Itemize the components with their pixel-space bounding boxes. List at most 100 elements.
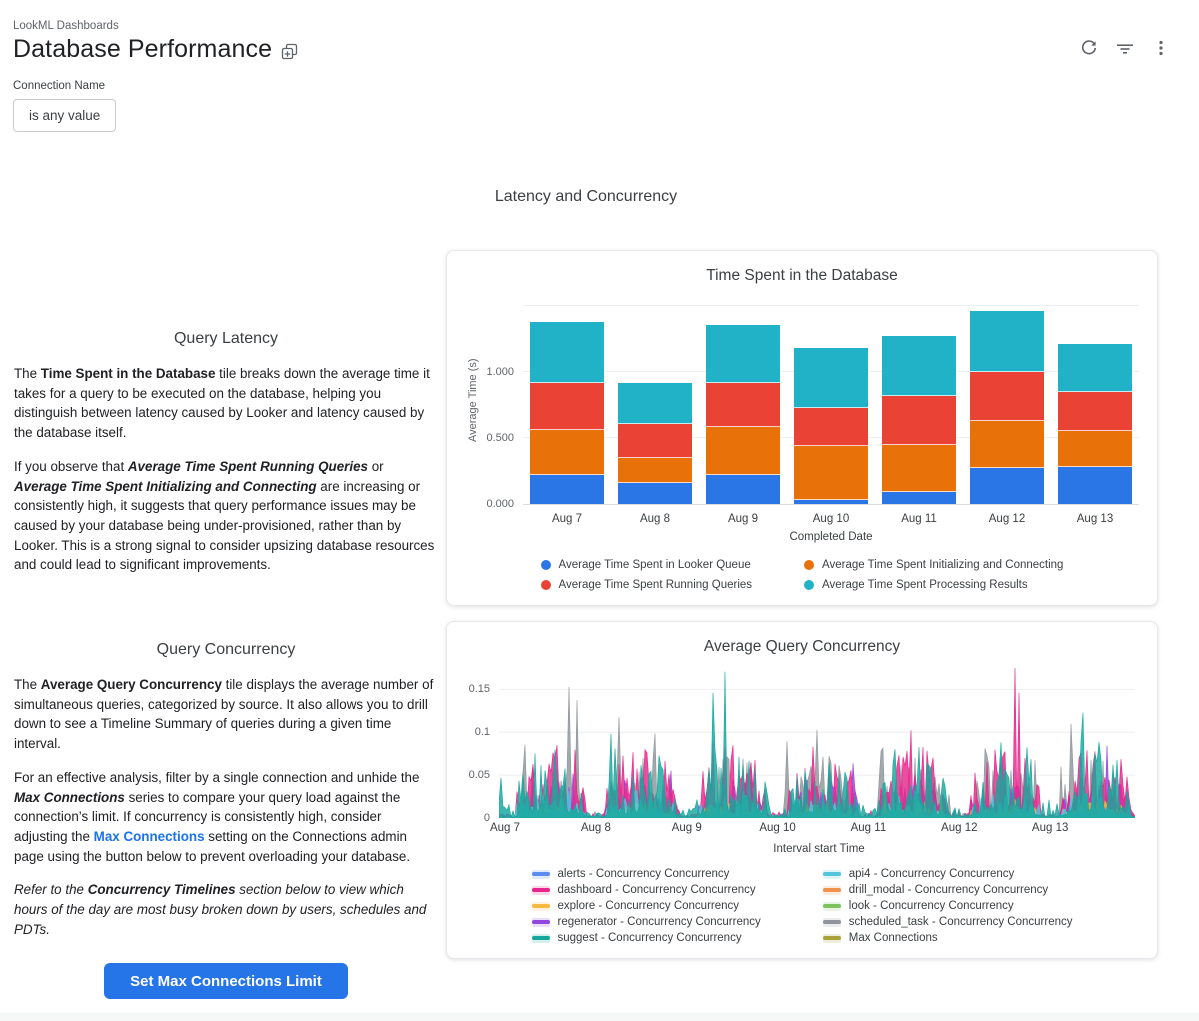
bar-segment[interactable] <box>706 474 780 504</box>
bar-aug-12[interactable] <box>970 311 1044 504</box>
bar-x-tick: Aug 9 <box>727 513 759 525</box>
text-column: Query Latency The Time Spent in the Data… <box>14 250 438 1000</box>
bar-segment[interactable] <box>618 382 692 424</box>
bar-segment[interactable] <box>618 423 692 458</box>
legend-line-icon <box>822 869 841 879</box>
page-title: Database Performance <box>13 35 273 63</box>
legend-line-icon <box>531 869 550 879</box>
legend-label: look - Concurrency Concurrency <box>848 900 1014 912</box>
area-x-tick: Aug 11 <box>850 822 887 834</box>
area-y-tick: 0.15 <box>468 683 490 696</box>
area-x-tick: Aug 13 <box>1031 822 1069 834</box>
legend-item[interactable]: dashboard - Concurrency Concurrency <box>531 884 761 896</box>
bar-segment[interactable] <box>706 427 780 475</box>
bar-aug-9[interactable] <box>706 324 780 504</box>
bar-gridline <box>523 305 1139 306</box>
bar-x-axis-title: Completed Date <box>789 531 873 543</box>
bar-aug-7[interactable] <box>530 321 604 504</box>
bar-segment[interactable] <box>530 382 604 431</box>
bar-segment[interactable] <box>530 321 604 383</box>
bar-segment[interactable] <box>530 430 604 475</box>
concurrency-area-chart[interactable] <box>499 668 1135 818</box>
query-latency-paragraph-2: If you observe that Average Time Spent R… <box>14 458 435 573</box>
header-actions <box>1077 36 1173 60</box>
bar-segment[interactable] <box>794 407 868 446</box>
filter-toggle-button[interactable] <box>1113 36 1137 60</box>
legend-line-icon <box>822 901 841 911</box>
stacked-bar-chart[interactable] <box>523 297 1139 505</box>
area-x-tick: Aug 12 <box>941 822 978 834</box>
filter-label: Connection Name <box>13 80 106 92</box>
bar-x-tick: Aug 10 <box>812 513 850 525</box>
bar-segment[interactable] <box>530 474 604 504</box>
bar-segment[interactable] <box>970 420 1044 469</box>
breadcrumb[interactable]: LookML Dashboards <box>13 20 119 32</box>
bar-segment[interactable] <box>970 468 1044 504</box>
legend-line-icon <box>531 933 550 943</box>
legend-line-icon <box>822 917 841 927</box>
legend-item[interactable]: api4 - Concurrency Concurrency <box>822 868 1073 880</box>
legend-label: alerts - Concurrency Concurrency <box>557 868 730 880</box>
legend-item[interactable]: Max Connections <box>822 932 1073 944</box>
bar-segment[interactable] <box>706 324 780 383</box>
filter-bar: Connection Name is any value <box>0 80 1199 132</box>
bar-segment[interactable] <box>1058 467 1132 504</box>
legend-item[interactable]: look - Concurrency Concurrency <box>822 900 1073 912</box>
query-concurrency-paragraph-2: For an effective analysis, filter by a s… <box>14 769 420 864</box>
legend-item[interactable]: explore - Concurrency Concurrency <box>531 900 761 912</box>
legend-label: api4 - Concurrency Concurrency <box>848 868 1015 880</box>
legend-item[interactable]: Average Time Spent Processing Results <box>804 579 1063 591</box>
bar-aug-11[interactable] <box>882 336 956 504</box>
legend-dot-icon <box>804 560 815 570</box>
area-series-suggest[interactable] <box>499 671 1135 818</box>
legend-label: Average Time Spent Running Queries <box>558 579 753 591</box>
bar-aug-10[interactable] <box>794 348 868 504</box>
legend-item[interactable]: Average Time Spent Initializing and Conn… <box>804 559 1063 571</box>
bar-segment[interactable] <box>970 372 1044 421</box>
legend-label: Average Time Spent in Looker Queue <box>558 559 751 571</box>
set-max-connections-button[interactable]: Set Max Connections Limit <box>104 963 348 1000</box>
legend-label: Max Connections <box>848 932 938 944</box>
bar-x-axis-labels: Aug 7 Aug 8 Aug 9 Aug 10 Aug 11 Aug 12 Aug 13 <box>523 513 1139 525</box>
bar-segment[interactable] <box>882 492 956 504</box>
bar-x-tick: Aug 13 <box>1076 513 1114 525</box>
bar-x-tick: Aug 12 <box>988 513 1026 525</box>
bar-y-axis-labels: 0.000 0.500 1.000 <box>481 297 523 510</box>
bar-segment[interactable] <box>794 500 868 504</box>
duplicate-dashboard-icon[interactable] <box>281 43 298 60</box>
bar-segment[interactable] <box>882 336 956 396</box>
legend-item[interactable]: regenerator - Concurrency Concurrency <box>531 916 761 928</box>
bar-segment[interactable] <box>970 311 1044 373</box>
bar-aug-8[interactable] <box>618 382 692 504</box>
bar-segment[interactable] <box>618 482 692 504</box>
legend-label: Average Time Spent Processing Results <box>822 579 1028 591</box>
legend-item[interactable]: scheduled_task - Concurrency Concurrency <box>822 916 1072 928</box>
legend-label: regenerator - Concurrency Concurrency <box>557 916 761 928</box>
bar-aug-13[interactable] <box>1058 344 1132 504</box>
concurrency-card: Average Query Concurrency 0 0.05 0.1 0.15 A… <box>446 621 1158 959</box>
query-concurrency-heading: Query Concurrency <box>156 641 296 659</box>
query-latency-paragraph-1: The Time Spent in the Database tile brea… <box>14 366 430 441</box>
header: LookML Dashboards Database Performance <box>0 0 1199 64</box>
area-x-tick: Aug 7 <box>489 822 521 834</box>
bar-segment[interactable] <box>1058 431 1132 468</box>
max-connections-link[interactable]: Max Connections <box>93 828 205 844</box>
legend-dot-icon <box>540 560 551 570</box>
legend-item[interactable]: drill_modal - Concurrency Concurrency <box>822 884 1073 896</box>
bar-segment[interactable] <box>706 382 780 428</box>
chart-column: Time Spent in the Database Average Time … <box>446 250 1158 959</box>
legend-item[interactable]: suggest - Concurrency Concurrency <box>531 932 761 944</box>
bar-segment[interactable] <box>1058 344 1132 392</box>
bar-segment[interactable] <box>882 395 956 445</box>
connection-name-filter[interactable]: is any value <box>13 99 117 132</box>
bar-segment[interactable] <box>1058 391 1132 432</box>
bar-segment[interactable] <box>618 457 692 483</box>
bar-segment[interactable] <box>794 445 868 501</box>
legend-item[interactable]: Average Time Spent in Looker Queue <box>540 559 752 571</box>
bar-segment[interactable] <box>794 348 868 408</box>
bar-segment[interactable] <box>882 444 956 493</box>
legend-item[interactable]: Average Time Spent Running Queries <box>540 579 753 591</box>
more-menu-button[interactable] <box>1149 36 1173 60</box>
legend-item[interactable]: alerts - Concurrency Concurrency <box>531 868 761 880</box>
refresh-button[interactable] <box>1077 36 1101 60</box>
